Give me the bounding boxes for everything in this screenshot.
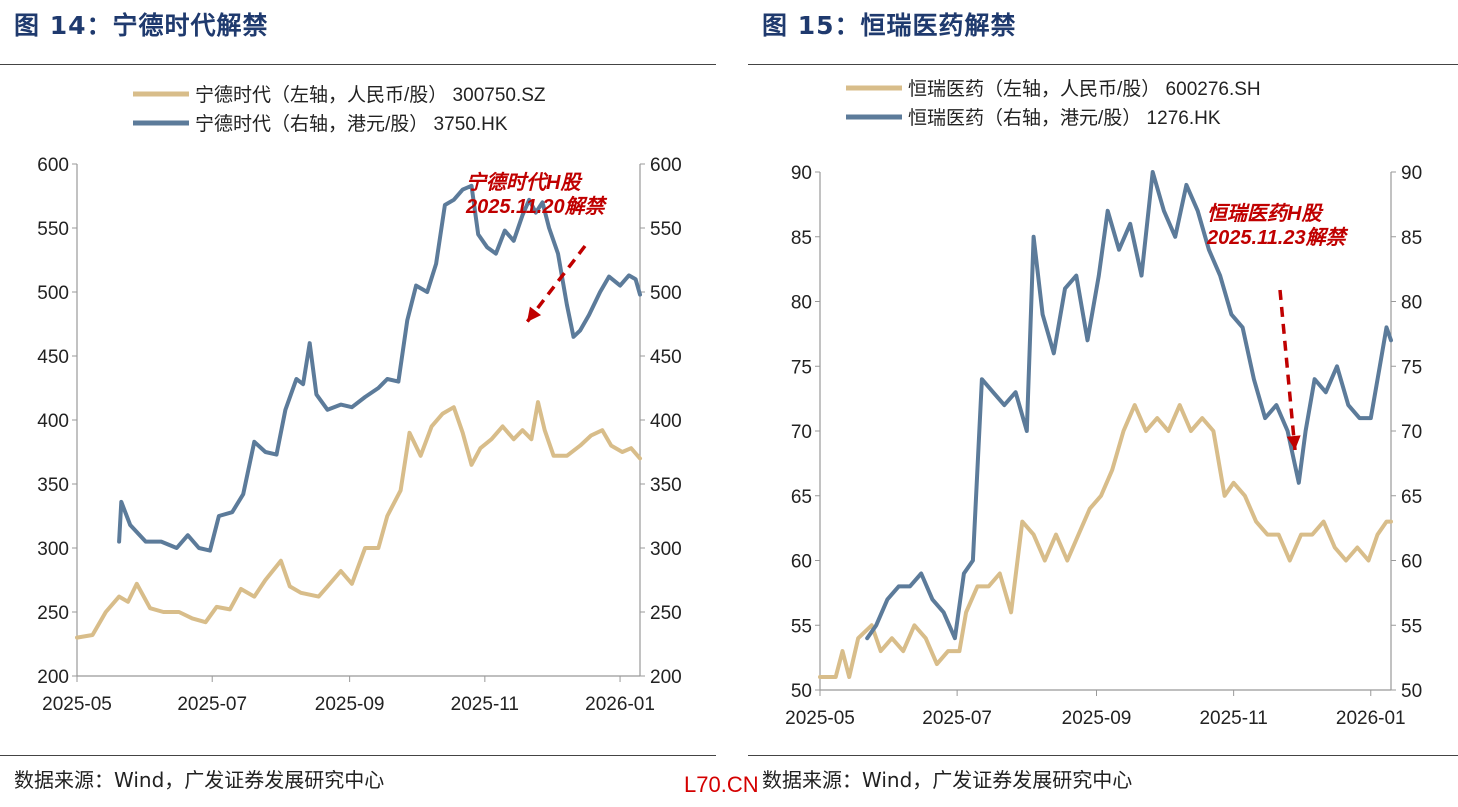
- y-tick-label-right: 50: [1401, 681, 1422, 702]
- y-tick-label-right: 90: [1401, 163, 1422, 184]
- x-tick-label: 2025-11: [451, 694, 519, 715]
- x-tick-label: 2025-05: [785, 708, 855, 729]
- y-tick-label-left: 85: [791, 228, 812, 249]
- y-tick-label-left: 400: [37, 411, 69, 432]
- series-line-a-share: [75, 400, 642, 640]
- y-tick-label-right: 600: [650, 155, 682, 176]
- top-rule: [748, 64, 1458, 65]
- y-tick-label-right: 450: [650, 347, 682, 368]
- figure-title: 图 14：宁德时代解禁: [14, 11, 269, 40]
- x-tick-label: 2026-01: [1336, 708, 1406, 729]
- legend-entry: 宁德时代（右轴，港元/股） 3750.HK: [195, 113, 508, 135]
- series-line-h-share: [117, 183, 642, 553]
- x-tick-label: 2025-05: [42, 694, 112, 715]
- y-tick-label-right: 75: [1401, 357, 1422, 378]
- series-line-a-share: [818, 403, 1393, 679]
- y-tick-label-right: 250: [650, 603, 682, 624]
- x-tick-label: 2025-07: [177, 694, 247, 715]
- y-tick-label-right: 85: [1401, 228, 1422, 249]
- series-line-h-share: [865, 170, 1393, 641]
- annotation-arrow-head: [527, 306, 542, 322]
- y-tick-label-left: 200: [37, 667, 69, 688]
- chart-hengrui: 50 55 60 65 70 75 80 85 90 50 55 60 65 70 75 80 85 90 2025…: [785, 78, 1422, 729]
- x-tick-label: 2025-09: [1062, 708, 1132, 729]
- y-tick-label-right: 500: [650, 283, 682, 304]
- y-tick-label-left: 500: [37, 283, 69, 304]
- x-tick-label: 2025-07: [922, 708, 992, 729]
- watermark: L70.CN: [684, 772, 759, 797]
- annotation-arrow-shaft: [1278, 289, 1297, 451]
- annotation-arrow-head: [1286, 435, 1301, 450]
- top-rule: [0, 64, 716, 65]
- x-tick-label: 2026-01: [585, 694, 655, 715]
- y-tick-label-left: 250: [37, 603, 69, 624]
- y-tick-label-left: 600: [37, 155, 69, 176]
- y-tick-label-right: 300: [650, 539, 682, 560]
- y-tick-label-right: 55: [1401, 616, 1422, 637]
- y-tick-label-right: 350: [650, 475, 682, 496]
- y-tick-label-left: 60: [791, 552, 812, 573]
- y-tick-label-left: 550: [37, 219, 69, 240]
- legend-entry: 宁德时代（左轴，人民币/股） 300750.SZ: [195, 84, 546, 106]
- y-tick-label-right: 200: [650, 667, 682, 688]
- y-tick-label-left: 65: [791, 487, 812, 508]
- figure-title: 图 15：恒瑞医药解禁: [762, 11, 1017, 40]
- y-tick-label-right: 80: [1401, 293, 1422, 314]
- annotation-text: 2025.11.23解禁: [1206, 226, 1349, 249]
- y-tick-label-left: 450: [37, 347, 69, 368]
- annotation-text: 宁德时代H股: [466, 171, 582, 194]
- y-tick-label-left: 75: [791, 357, 812, 378]
- y-tick-label-right: 60: [1401, 552, 1422, 573]
- annotation-arrow-shaft: [525, 244, 587, 324]
- figure-14-panel: 图 14：宁德时代解禁 200 250 300 350 400 450 500 550 600 2…: [0, 0, 716, 807]
- y-tick-label-left: 90: [791, 163, 812, 184]
- y-tick-label-left: 50: [791, 681, 812, 702]
- x-tick-label: 2025-11: [1199, 708, 1267, 729]
- data-source: 数据来源：Wind，广发证券发展研究中心: [14, 768, 385, 792]
- annotation-text: 2025.11.20解禁: [465, 195, 608, 218]
- y-tick-label-left: 80: [791, 293, 812, 314]
- legend-entry: 恒瑞医药（左轴，人民币/股） 600276.SH: [908, 78, 1261, 100]
- bottom-rule: [0, 755, 716, 756]
- annotation-text: 恒瑞医药H股: [1207, 202, 1323, 225]
- y-tick-label-right: 550: [650, 219, 682, 240]
- bottom-rule: [748, 755, 1458, 756]
- y-tick-label-right: 400: [650, 411, 682, 432]
- chart-catl: 200 250 300 350 400 450 500 550 600 200 250 300 350 4…: [37, 84, 682, 715]
- y-tick-label-left: 70: [791, 422, 812, 443]
- y-tick-label-right: 65: [1401, 487, 1422, 508]
- y-tick-label-right: 70: [1401, 422, 1422, 443]
- y-tick-label-left: 350: [37, 475, 69, 496]
- y-tick-label-left: 55: [791, 616, 812, 637]
- y-tick-label-left: 300: [37, 539, 69, 560]
- x-tick-label: 2025-09: [315, 694, 385, 715]
- data-source: 数据来源：Wind，广发证券发展研究中心: [762, 768, 1133, 792]
- legend-entry: 恒瑞医药（右轴，港元/股） 1276.HK: [908, 107, 1221, 129]
- figure-15-panel: 图 15：恒瑞医药解禁 50 55 60 65 70 75 80 85 90 50 55 60 65 70…: [748, 0, 1458, 807]
